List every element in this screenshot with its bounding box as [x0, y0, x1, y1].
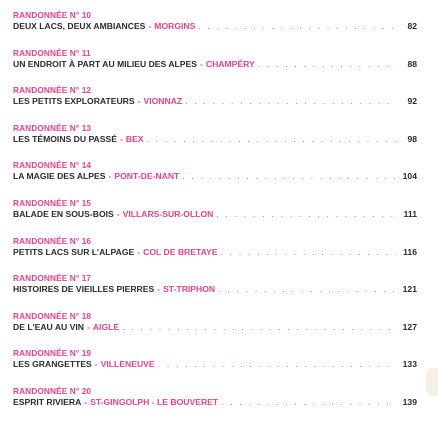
dot-leader	[258, 59, 396, 70]
title-separator: -	[86, 321, 90, 332]
dot-leader	[182, 171, 396, 182]
page-number: 88	[407, 58, 417, 69]
title-separator: -	[94, 359, 98, 370]
hike-number-label: RANDONNÉE N° 18	[13, 310, 92, 321]
hike-title: PETITS LACS SUR L'ALPAGE	[13, 246, 135, 257]
hike-location: COL DE BRETAYE	[143, 246, 218, 257]
toc-entry[interactable]: RANDONNÉE N° 20 ESPRIT RIVIERA - ST-GING…	[13, 386, 417, 408]
dot-leader	[218, 284, 396, 295]
hike-number-label: RANDONNÉE N° 16	[13, 235, 92, 246]
title-separator: -	[137, 96, 141, 107]
hike-location: PONT-DE-NANT	[114, 171, 180, 182]
title-separator: -	[148, 21, 152, 31]
page-number: 104	[402, 171, 417, 182]
dot-leader	[198, 21, 396, 32]
hike-location: CHAMPÉRY	[205, 58, 255, 69]
toc-entry[interactable]: RANDONNÉE N° 12 LES PETITS EXPLORATEURS …	[13, 85, 417, 107]
page-number: 127	[402, 321, 417, 332]
dot-leader	[185, 96, 396, 107]
page-number: 92	[407, 96, 417, 107]
hike-title: DE L'EAU AU VIN	[13, 321, 84, 332]
hike-title: BALADE EN SOUS-BOIS	[13, 209, 114, 219]
hike-title: LA MAGIE DES ALPES	[13, 171, 106, 182]
hike-title: UN ENDROIT À PART AU MILIEU DES ALPES	[13, 58, 197, 69]
hike-title: LES GRANGETTES	[13, 359, 92, 370]
hike-title: DEUX LACS, DEUX AMBIANCES	[13, 21, 146, 31]
hike-location: ST-TRIPHON	[163, 284, 216, 295]
hike-location: MORGINS	[154, 21, 196, 31]
hike-location: VILLENEUVE	[100, 359, 155, 370]
hike-location: VIONNAZ	[143, 96, 183, 107]
page-number: 82	[407, 21, 417, 31]
hike-location: VILLARS-SUR-OLLON	[122, 209, 214, 219]
toc-entry[interactable]: RANDONNÉE N° 10 DEUX LACS, DEUX AMBIANCE…	[13, 10, 417, 32]
hike-number-label: RANDONNÉE N° 14	[13, 160, 92, 171]
hike-number-label: RANDONNÉE N° 17	[13, 273, 92, 284]
page-number: 111	[403, 209, 417, 219]
toc-entry[interactable]: RANDONNÉE N° 18 DE L'EAU AU VIN - AIGLE …	[13, 311, 417, 333]
hike-location: BEX	[125, 133, 144, 144]
title-separator: -	[119, 133, 123, 144]
hike-number-label: RANDONNÉE N° 13	[13, 122, 92, 133]
hike-number-label: RANDONNÉE N° 12	[13, 85, 92, 96]
page-number: 98	[407, 133, 417, 144]
page-number: 116	[403, 246, 417, 257]
title-separator: -	[137, 246, 141, 257]
title-separator: -	[157, 284, 161, 295]
hike-title: LES PETITS EXPLORATEURS	[13, 96, 135, 107]
page-number: 121	[402, 284, 417, 295]
page-number: 139	[402, 397, 417, 407]
hike-number-label: RANDONNÉE N° 11	[13, 47, 91, 58]
page-number: 133	[402, 359, 417, 370]
toc-entry[interactable]: RANDONNÉE N° 13 LES TÉMOINS DU PASSÉ - B…	[13, 123, 417, 145]
toc-entry[interactable]: RANDONNÉE N° 15 BALADE EN SOUS-BOIS - VI…	[13, 198, 417, 220]
dot-leader	[221, 397, 396, 408]
page-edge-tab	[426, 368, 438, 396]
hike-location: AIGLE	[92, 321, 120, 332]
toc-entry[interactable]: RANDONNÉE N° 16 PETITS LACS SUR L'ALPAGE…	[13, 236, 417, 258]
hike-title: HISTOIRES DE VIEILLES PIERRES	[13, 284, 155, 295]
toc-entry[interactable]: RANDONNÉE N° 17 HISTOIRES DE VIEILLES PI…	[13, 273, 417, 295]
hike-title: LES TÉMOINS DU PASSÉ	[13, 133, 117, 144]
dot-leader	[220, 247, 396, 258]
hike-location: ST-GINGOLPH - LE BOUVERET	[90, 397, 219, 407]
hike-number-label: RANDONNÉE N° 10	[13, 10, 92, 20]
dot-leader	[122, 322, 396, 333]
dot-leader	[216, 209, 396, 220]
hike-title: ESPRIT RIVIERA	[13, 397, 82, 407]
title-separator: -	[84, 397, 88, 407]
hike-number-label: RANDONNÉE N° 20	[13, 386, 92, 396]
hike-number-label: RANDONNÉE N° 15	[13, 198, 92, 208]
title-separator: -	[116, 209, 120, 219]
hike-number-label: RANDONNÉE N° 19	[13, 348, 92, 359]
title-separator: -	[108, 171, 112, 182]
toc-entry[interactable]: RANDONNÉE N° 19 LES GRANGETTES - VILLENE…	[13, 348, 417, 370]
toc-entry[interactable]: RANDONNÉE N° 14 LA MAGIE DES ALPES - PON…	[13, 160, 417, 182]
toc-entry[interactable]: RANDONNÉE N° 11 UN ENDROIT À PART AU MIL…	[13, 48, 417, 70]
dot-leader	[158, 359, 396, 370]
dot-leader	[146, 134, 396, 145]
title-separator: -	[199, 58, 203, 69]
